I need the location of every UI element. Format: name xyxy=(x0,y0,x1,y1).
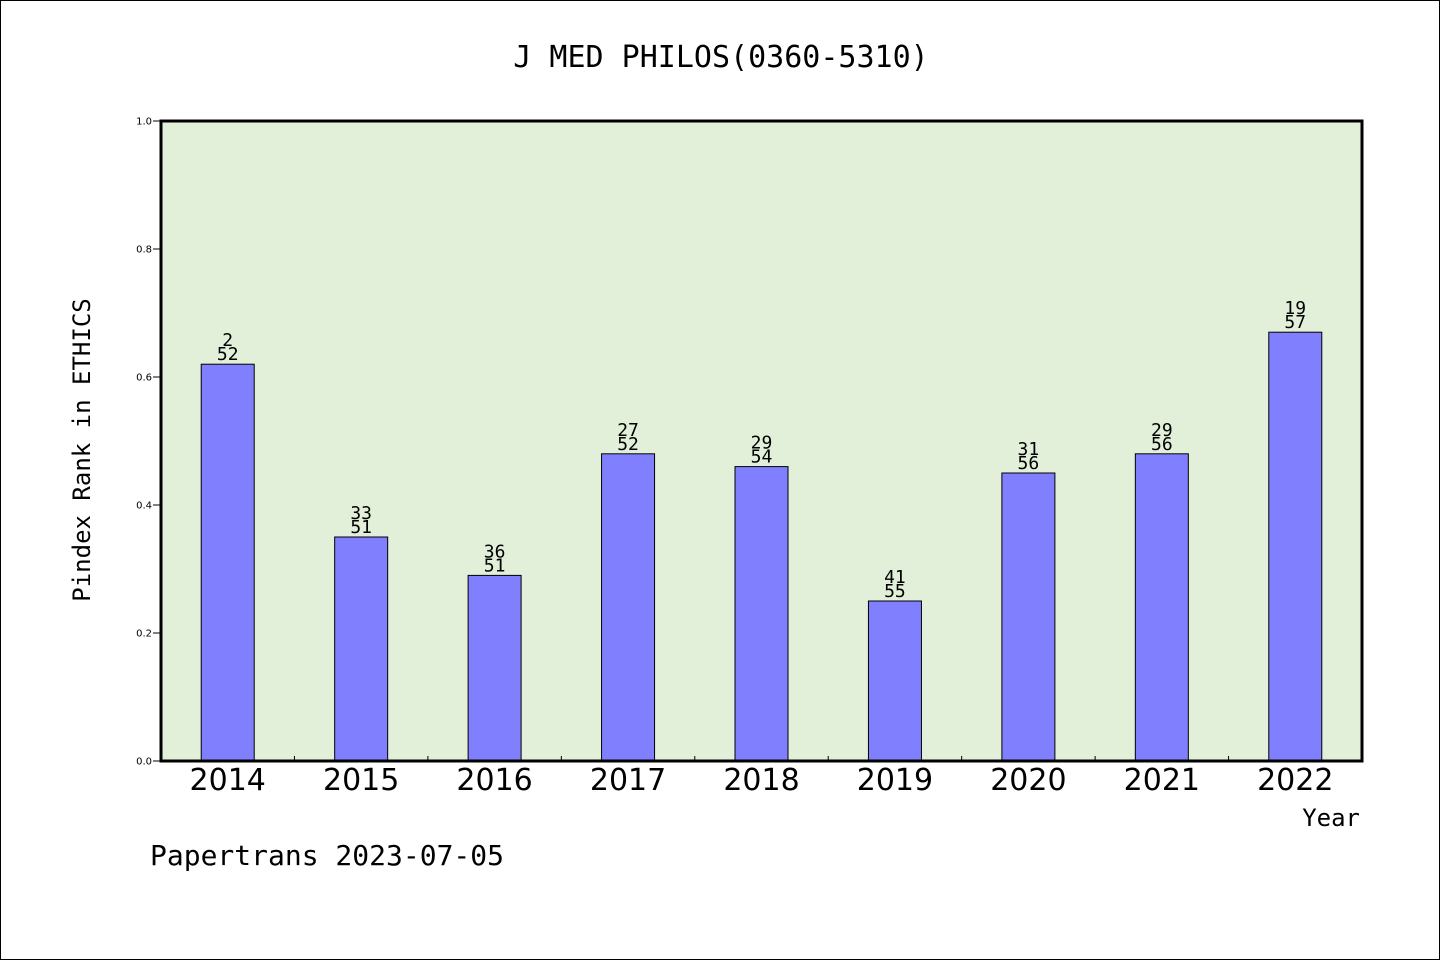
bar-rank-label: 41 xyxy=(884,567,906,588)
x-tick-label: 2021 xyxy=(1124,763,1200,798)
bar-rank-label: 19 xyxy=(1284,298,1306,319)
footer-text: Papertrans 2023-07-05 xyxy=(150,839,504,872)
chart-title: J MED PHILOS(0360-5310) xyxy=(513,40,928,75)
bars-layer xyxy=(200,331,1323,762)
bar-total-label: 56 xyxy=(1018,453,1040,474)
bar-total-label: 55 xyxy=(884,581,906,602)
y-tick-label: 1.0 xyxy=(136,117,152,128)
bar-2014 xyxy=(200,363,255,762)
x-tick-label: 2016 xyxy=(456,763,532,798)
bar-rank-label: 33 xyxy=(350,503,372,524)
y-tick-label: 0.6 xyxy=(136,373,152,384)
bar-2022 xyxy=(1268,331,1323,762)
x-axis-title: Year xyxy=(1302,804,1360,832)
bar-2020 xyxy=(1001,472,1056,762)
x-tick-label: 2020 xyxy=(990,763,1066,798)
bar-rank-label: 2 xyxy=(222,330,233,351)
bar-total-label: 52 xyxy=(617,434,639,455)
bar-2017 xyxy=(601,453,656,762)
bar-total-label: 56 xyxy=(1151,434,1173,455)
x-tick-label: 2017 xyxy=(590,763,666,798)
bar-total-label: 51 xyxy=(350,517,372,538)
bar-total-label: 54 xyxy=(751,447,773,468)
bar-total-label: 57 xyxy=(1284,312,1306,333)
y-tick-label: 0.2 xyxy=(136,629,152,640)
y-axis-title: Pindex Rank in ETHICS xyxy=(68,298,96,601)
bar-2016 xyxy=(467,574,522,762)
bar-2018 xyxy=(734,466,789,762)
bar-2021 xyxy=(1134,453,1189,762)
x-axis: 2014 2015 2016 2017 2018 2019 2020 2021 2022 xyxy=(190,756,1333,798)
y-tick-label: 0.4 xyxy=(136,501,152,512)
y-tick-label: 0.0 xyxy=(136,757,152,768)
x-tick-label: 2019 xyxy=(857,763,933,798)
plot-frame xyxy=(159,119,1364,763)
x-tick-label: 2015 xyxy=(323,763,399,798)
bar-rank-label: 27 xyxy=(617,420,639,441)
bar-rank-label: 36 xyxy=(484,541,506,562)
y-axis: 0.0 0.2 0.4 0.6 0.8 1.0 xyxy=(136,117,161,768)
bar-2015 xyxy=(334,536,389,762)
bar-rank-label: 31 xyxy=(1018,439,1040,460)
bar-rank-label: 29 xyxy=(1151,420,1173,441)
x-tick-label: 2018 xyxy=(723,763,799,798)
x-tick-label: 2014 xyxy=(190,763,266,798)
y-tick-label: 0.8 xyxy=(136,245,152,256)
x-tick-label: 2022 xyxy=(1257,763,1333,798)
bar-total-label: 51 xyxy=(484,555,506,576)
bar-total-label: 52 xyxy=(217,344,239,365)
bar-rank-label: 29 xyxy=(751,433,773,454)
bar-2019 xyxy=(867,600,922,762)
